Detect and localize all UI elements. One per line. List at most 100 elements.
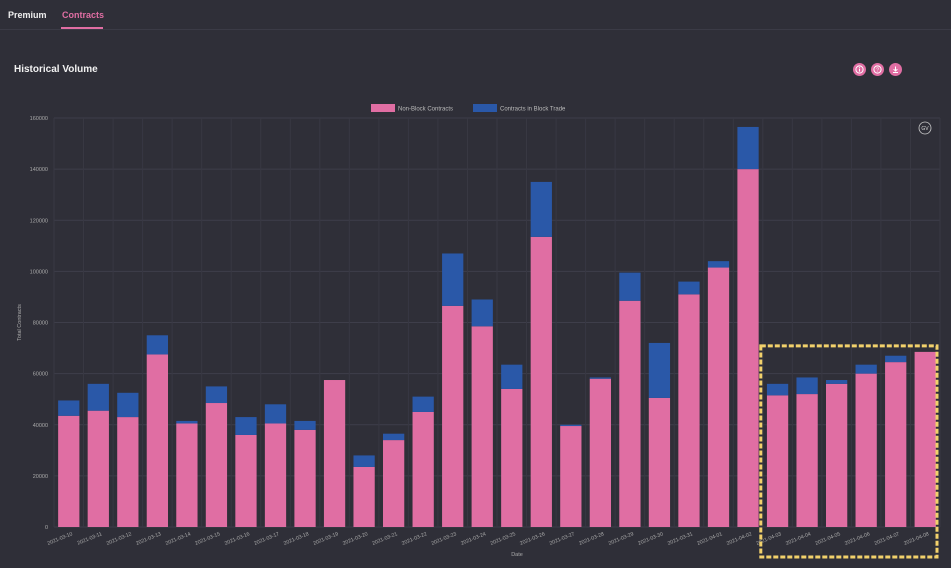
bar-block-trade — [560, 424, 582, 427]
bar-non-block — [353, 466, 375, 527]
bar-block-trade — [412, 396, 434, 412]
x-tick-label: 2021-04-08 — [903, 531, 930, 547]
bar-block-trade — [383, 433, 405, 441]
x-axis-title: Date — [511, 552, 523, 558]
bar-non-block — [176, 423, 198, 527]
x-tick-label: 2021-03-27 — [549, 531, 576, 547]
x-tick-label: 2021-04-06 — [844, 531, 871, 547]
chart-legend: Non-Block Contracts Contracts in Block Tr… — [371, 104, 566, 113]
bar-non-block — [294, 429, 316, 527]
bar-non-block — [117, 417, 139, 527]
bar-non-block — [796, 394, 818, 527]
bar-non-block — [530, 236, 552, 527]
tab-premium[interactable]: Premium — [8, 10, 47, 20]
gv-logo-text: GV — [921, 126, 929, 132]
bar-block-trade — [117, 392, 139, 418]
legend-swatch-block-trade — [473, 104, 497, 112]
y-tick-label: 80000 — [33, 321, 48, 327]
bar-non-block — [737, 169, 759, 527]
legend-label-non-block: Non-Block Contracts — [398, 107, 453, 113]
bar-non-block — [678, 294, 700, 527]
y-tick-label: 20000 — [33, 474, 48, 480]
bar-block-trade — [501, 364, 523, 389]
gv-logo-icon: GV — [918, 121, 932, 135]
bar-block-trade — [826, 380, 848, 384]
x-tick-label: 2021-03-10 — [47, 531, 74, 547]
bar-non-block — [264, 423, 287, 527]
page-title: Historical Volume — [14, 64, 98, 75]
tab-bar: Premium Contracts — [0, 0, 951, 30]
bar-block-trade — [678, 281, 700, 295]
x-tick-label: 2021-03-28 — [578, 531, 605, 547]
info-icon[interactable]: ? — [871, 63, 884, 76]
y-tick-label: 120000 — [30, 218, 48, 224]
bar-non-block — [560, 426, 582, 527]
x-tick-label: 2021-04-05 — [815, 531, 842, 547]
tab-contracts[interactable]: Contracts — [62, 10, 105, 20]
bar-block-trade — [796, 377, 818, 395]
x-tick-label: 2021-03-20 — [342, 531, 369, 547]
bar-block-trade — [294, 420, 316, 430]
bar-block-trade — [442, 253, 464, 306]
x-tick-label: 2021-03-15 — [194, 531, 221, 547]
y-tick-label: 100000 — [30, 269, 48, 275]
bar-non-block — [412, 411, 434, 527]
bar-block-trade — [589, 377, 611, 379]
active-tab-indicator — [61, 27, 103, 29]
x-tick-label: 2021-03-11 — [77, 531, 104, 546]
x-tick-label: 2021-03-18 — [283, 531, 310, 547]
x-tick-label: 2021-03-14 — [165, 531, 192, 547]
bar-non-block — [383, 440, 405, 527]
bar-non-block — [707, 267, 730, 527]
y-tick-label: 60000 — [33, 372, 48, 378]
svg-text:?: ? — [876, 68, 879, 74]
x-tick-label: 2021-03-12 — [106, 531, 133, 547]
y-axis-title: Total Contracts — [17, 304, 23, 341]
x-tick-label: 2021-03-21 — [372, 531, 399, 547]
bar-non-block — [146, 354, 168, 527]
legend-swatch-non-block — [371, 104, 395, 112]
x-tick-label: 2021-03-13 — [135, 531, 162, 547]
bar-non-block — [766, 395, 789, 527]
x-tick-label: 2021-03-31 — [667, 531, 694, 547]
bar-block-trade — [176, 420, 198, 424]
x-tick-label: 2021-04-04 — [785, 531, 812, 547]
bar-non-block — [87, 410, 109, 527]
bar-non-block — [619, 300, 641, 527]
bar-non-block — [826, 383, 848, 527]
bar-non-block — [58, 415, 80, 527]
bar-non-block — [648, 397, 671, 527]
bar-block-trade — [235, 417, 257, 435]
info-icon[interactable] — [853, 63, 866, 76]
bar-non-block — [323, 380, 346, 527]
legend-label-block-trade: Contracts in Block Trade — [500, 107, 566, 113]
x-tick-label: 2021-04-02 — [726, 531, 753, 547]
bar-block-trade — [58, 400, 80, 416]
bar-block-trade — [471, 299, 493, 327]
bar-non-block — [914, 351, 936, 527]
download-icon[interactable] — [889, 63, 902, 76]
volume-chart: 160000 140000 120000 100000 80000 60000 40000 2… — [17, 104, 941, 559]
bar-block-trade — [707, 261, 730, 268]
y-tick-label: 0 — [45, 525, 48, 531]
bar-block-trade — [87, 383, 109, 411]
bar-block-trade — [205, 386, 228, 404]
x-tick-label: 2021-03-19 — [312, 531, 339, 547]
bar-block-trade — [530, 181, 552, 237]
bar-block-trade — [855, 364, 877, 374]
bar-block-trade — [648, 342, 671, 398]
highlight-box — [759, 344, 939, 559]
x-tick-label: 2021-03-29 — [608, 531, 635, 547]
bar-non-block — [205, 403, 228, 527]
y-tick-label: 40000 — [33, 423, 48, 429]
bar-block-trade — [619, 272, 641, 301]
bar-block-trade — [146, 335, 168, 355]
bar-non-block — [885, 362, 907, 527]
bar-non-block — [442, 305, 464, 527]
bar-non-block — [471, 326, 493, 527]
x-tick-label: 2021-03-25 — [490, 531, 517, 547]
bar-block-trade — [737, 126, 759, 170]
x-tick-label: 2021-03-22 — [401, 531, 428, 547]
bar-block-trade — [766, 383, 789, 396]
bar-non-block — [501, 388, 523, 527]
